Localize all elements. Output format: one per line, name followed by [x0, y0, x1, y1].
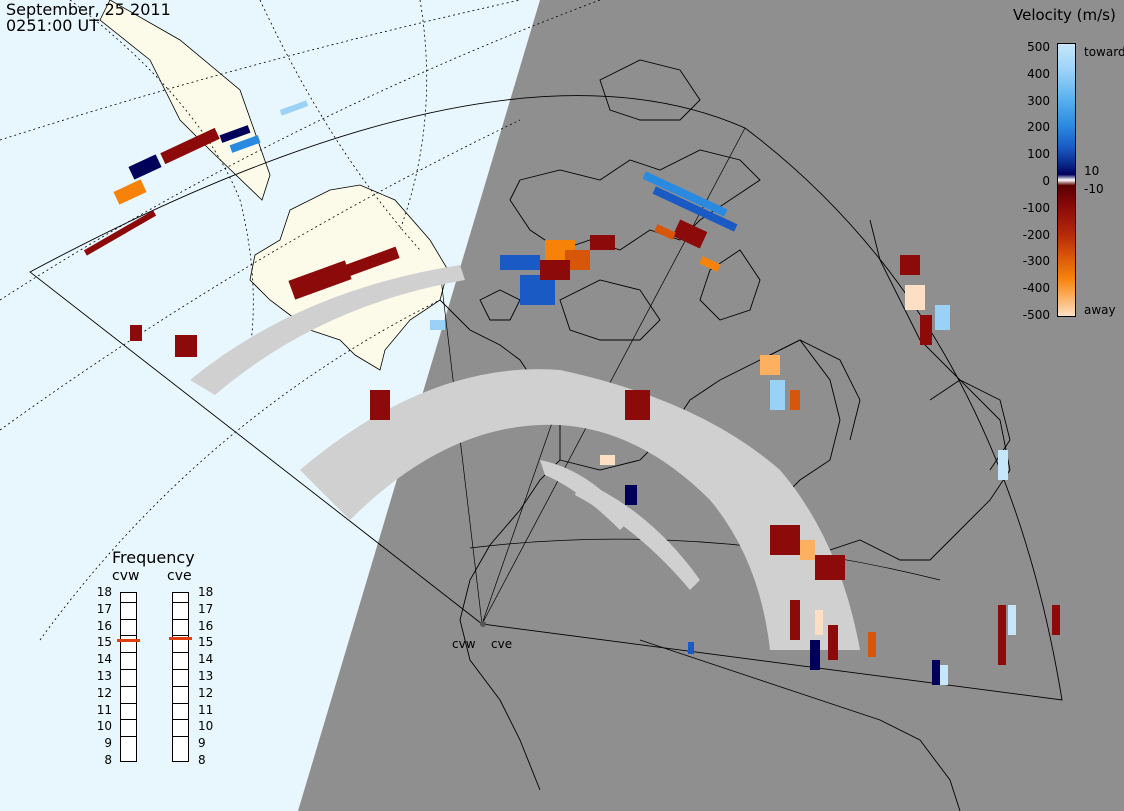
frequency-tick: [173, 685, 188, 687]
tick-neg100: -100: [1022, 200, 1050, 215]
frequency-label-13: 13: [96, 668, 112, 683]
frequency-label-12: 12: [96, 685, 112, 700]
tick-neg400: -400: [1022, 281, 1050, 296]
tick-neg300: -300: [1022, 254, 1050, 269]
frequency-label-9: 9: [104, 736, 112, 751]
tick-10: 10: [1084, 164, 1100, 178]
toward-label: toward: [1084, 45, 1124, 59]
frequency-label-18: 18: [96, 585, 112, 599]
tick-neg10: -10: [1084, 182, 1104, 196]
frequency-bar-cvw: [117, 592, 140, 762]
velocity-returns: [83, 100, 1060, 685]
frequency-label-13: 13: [198, 668, 214, 683]
tick-neg200: -200: [1022, 227, 1050, 242]
frequency-tick: [121, 635, 136, 637]
frequency-col-cvw: cvw: [112, 568, 140, 584]
frequency-label-12: 12: [198, 685, 214, 700]
time-label: 0251:00 UT: [6, 16, 100, 35]
frequency-marker-cvw: [117, 638, 140, 642]
coastlines: [439, 59, 1011, 811]
frequency-tick: [173, 652, 188, 654]
frequency-title: Frequency: [112, 548, 195, 567]
lat-lon-grid: [0, 0, 601, 641]
velocity-colorbar: [1057, 43, 1076, 317]
frequency-label-16: 16: [198, 618, 214, 633]
frequency-tick: [121, 736, 136, 738]
ground-scatter: [190, 265, 860, 650]
tick-300: 300: [1027, 93, 1050, 108]
frequency-tick: [121, 669, 136, 670]
tick-neg500: -500: [1022, 307, 1050, 322]
frequency-tick: [121, 601, 136, 603]
frequency-label-10: 10: [96, 719, 112, 734]
frequency-tick: [173, 635, 188, 637]
fov-inner-arc: [469, 538, 941, 581]
frequency-label-10: 10: [198, 719, 214, 734]
frequency-labels-left: 18 17 16 15 14 13 12 11 10 9 8: [80, 584, 112, 769]
frequency-tick: [173, 669, 188, 670]
frequency-label-8: 8: [198, 752, 206, 767]
frequency-label-11: 11: [198, 702, 214, 717]
velocity-legend: Velocity (m/s) 500 400 300 200 100 0 -10…: [1000, 0, 1124, 330]
frequency-tick: [121, 702, 136, 704]
frequency-label-9: 9: [198, 736, 206, 751]
frequency-tick: [173, 618, 188, 620]
frequency-label-17: 17: [198, 601, 214, 616]
frequency-label-11: 11: [96, 702, 112, 717]
frequency-tick: [121, 719, 136, 721]
frequency-tick: [121, 652, 136, 654]
frequency-label-8: 8: [104, 752, 112, 767]
frequency-label-15: 15: [198, 635, 214, 650]
radar-label-cve: cve: [491, 637, 513, 651]
frequency-tick: [173, 702, 188, 704]
frequency-label-14: 14: [198, 652, 214, 667]
frequency-col-cve: cve: [167, 568, 192, 584]
frequency-marker-cve: [169, 637, 192, 641]
frequency-tick: [121, 685, 136, 687]
away-label: away: [1084, 303, 1116, 317]
tick-0: 0: [1042, 173, 1050, 188]
tick-400: 400: [1027, 66, 1050, 81]
frequency-label-16: 16: [96, 618, 112, 633]
radar-label-cvw: cvw: [452, 637, 476, 651]
velocity-legend-title: Velocity (m/s): [1013, 6, 1116, 24]
frequency-tick: [173, 601, 188, 603]
frequency-tick: [173, 736, 188, 738]
tick-100: 100: [1027, 147, 1050, 162]
frequency-bar-cve: [169, 592, 192, 762]
radar-site-marker: [480, 621, 486, 627]
tick-500: 500: [1027, 40, 1050, 54]
date-label: September, 25 2011: [6, 0, 171, 19]
frequency-label-18: 18: [198, 585, 214, 599]
frequency-tick: [173, 719, 188, 721]
sunlit-land-siberia: [99, 0, 271, 201]
frequency-labels-right: 18 17 16 15 14 13 12 11 10 9 8: [198, 584, 230, 769]
frequency-panel: Frequency cvw cve 18 17 16 15 14 13 12 11 10 9 8 1…: [80, 548, 230, 773]
tick-200: 200: [1027, 120, 1050, 135]
frequency-tick: [121, 618, 136, 620]
velocity-tick-labels: 500 400 300 200 100 0 -100 -200 -300 -40…: [1000, 34, 1050, 329]
frequency-label-15: 15: [96, 635, 112, 650]
frequency-label-14: 14: [96, 652, 112, 667]
frequency-label-17: 17: [96, 601, 112, 616]
